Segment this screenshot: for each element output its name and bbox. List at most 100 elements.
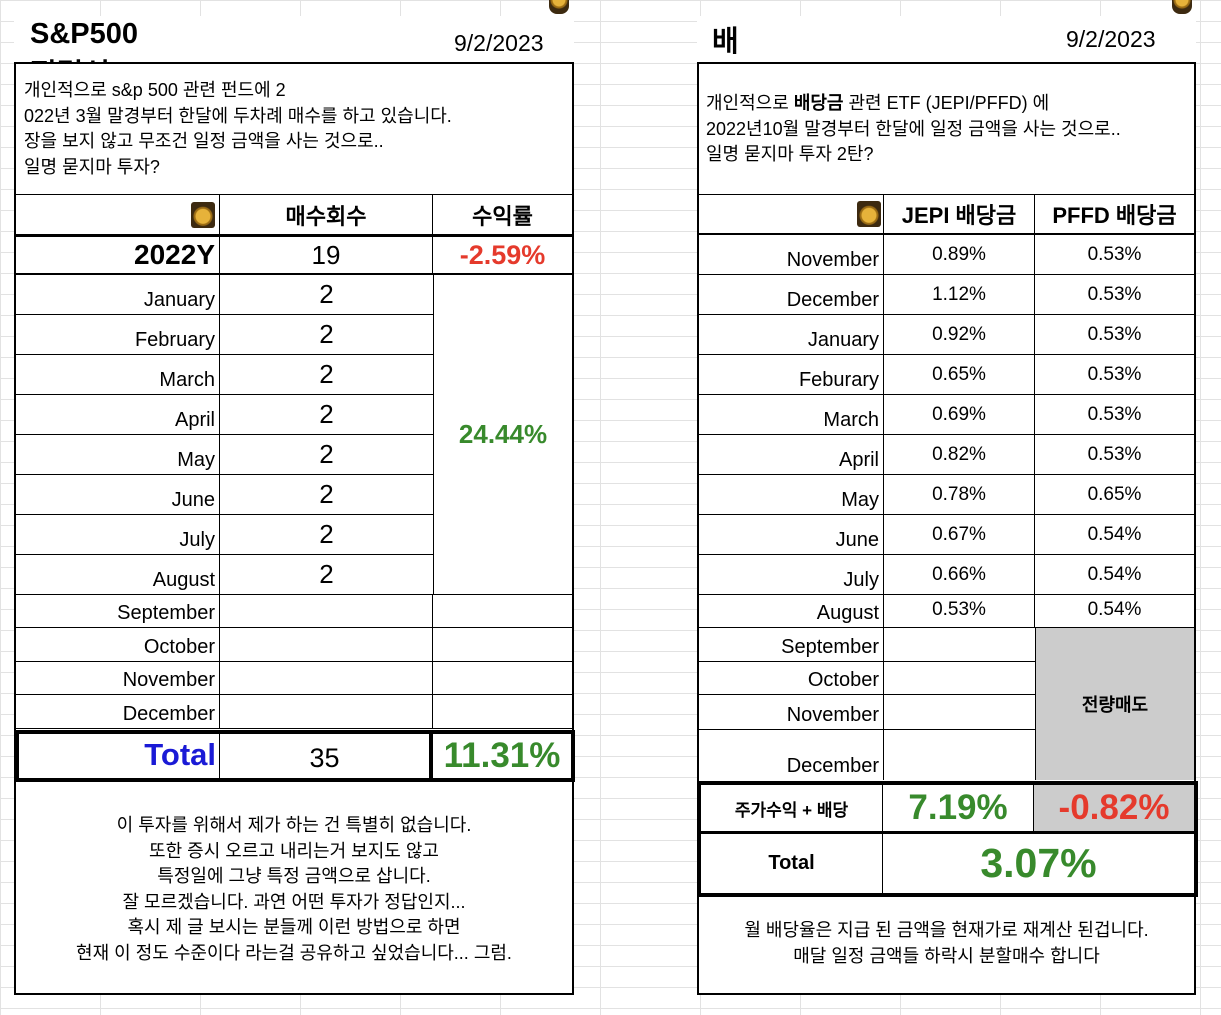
month-label: January	[699, 315, 884, 354]
month-label: December	[16, 695, 220, 728]
header-icon-cell	[699, 195, 884, 233]
month-row: August 2	[16, 555, 433, 595]
coin-icon	[857, 201, 881, 227]
year-label: 2022Y	[16, 237, 220, 273]
jepi-value	[884, 730, 1035, 780]
month-label: March	[699, 395, 884, 434]
sum-pffd: -0.82%	[1034, 785, 1194, 831]
jepi-value	[884, 628, 1035, 661]
month-label: July	[16, 515, 220, 554]
month-label: Feburary	[699, 355, 884, 394]
month-label: November	[16, 662, 220, 694]
sp500-total-row: Total 35 11.31%	[15, 730, 575, 782]
sp500-note-line: 현재 이 정도 수준이다 라는걸 공유하고 싶었습니다... 그럼.	[76, 942, 512, 963]
month-label: August	[16, 555, 220, 594]
year-return: -2.59%	[459, 239, 546, 270]
month-label: December	[699, 730, 884, 780]
pffd-value: 0.54%	[1087, 563, 1142, 585]
month-row: September	[16, 595, 572, 628]
month-count: 2	[319, 479, 334, 509]
total-label: Total	[19, 734, 220, 778]
jepi-value	[884, 662, 1035, 694]
dividend-month-row: Feburary 0.65% 0.53%	[699, 355, 1194, 395]
jepi-value: 0.67%	[884, 515, 1035, 554]
header-icon-cell	[16, 195, 220, 234]
month-row: April 2	[16, 395, 433, 435]
month-count: 2	[319, 359, 334, 389]
pffd-value: 0.54%	[1087, 523, 1142, 545]
col-header-return: 수익률	[472, 203, 533, 229]
dividend-intro-bold: 배당금	[793, 93, 844, 113]
dividend-intro-box: 개인적으로 배당금 관련 ETF (JEPI/PFFD) 에 2022년10월 …	[697, 62, 1196, 195]
pffd-value: 0.53%	[1087, 363, 1142, 385]
dividend-summary-box: 주가수익 + 배당 7.19% -0.82% Total 3.07%	[697, 781, 1198, 897]
month-row: June 2	[16, 475, 433, 515]
coin-icon	[191, 201, 215, 228]
month-count: 2	[319, 319, 334, 349]
dividend-date: 9/2/2023	[1066, 26, 1156, 52]
month-label: May	[16, 435, 220, 474]
dividend-intro-line: 일명 묻지마 투자 2탄?	[706, 144, 874, 164]
dividend-month-row: October	[699, 662, 1035, 695]
sp500-note-line: 또한 증시 오르고 내리는거 보지도 않고	[149, 840, 439, 861]
sum-jepi: 7.19%	[883, 785, 1034, 831]
jepi-value: 0.92%	[884, 315, 1035, 354]
month-count: 2	[319, 399, 334, 429]
dividend-month-row: March 0.69% 0.53%	[699, 395, 1194, 435]
sp500-table: 매수회수 수익률 2022Y 19 -2.59% January 2 Febru…	[14, 195, 574, 782]
month-count	[220, 662, 433, 694]
jepi-value: 0.69%	[884, 395, 1035, 434]
month-return	[433, 628, 572, 661]
sp500-note-line: 혹시 제 글 보시는 분들께 이런 방법으로 하면	[127, 917, 461, 937]
jepi-value: 1.12%	[884, 275, 1035, 314]
pffd-value: 0.53%	[1087, 283, 1142, 305]
pffd-value: 0.53%	[1087, 443, 1142, 465]
col-header-pffd: PFFD 배당금	[1052, 203, 1177, 228]
month-label: October	[699, 662, 884, 694]
month-row: May 2	[16, 435, 433, 475]
month-row: October	[16, 628, 572, 662]
dividend-month-row: August 0.53% 0.54%	[699, 595, 1194, 628]
sp500-note-line: 잘 모르겠습니다. 과연 어떤 투자가 정답인지...	[122, 891, 466, 912]
dividend-month-row: November	[699, 695, 1035, 730]
month-label: June	[16, 475, 220, 514]
dividend-month-row: June 0.67% 0.54%	[699, 515, 1194, 555]
jepi-value: 0.53%	[884, 595, 1035, 627]
month-row: January 2	[16, 275, 433, 315]
dividend-month-row: November 0.89% 0.53%	[699, 235, 1194, 275]
month-label: June	[699, 515, 884, 554]
dividend-intro-line: 개인적으로 배당금 관련 ETF (JEPI/PFFD) 에	[706, 91, 1194, 117]
month-return	[433, 595, 572, 627]
total-return: 11.31%	[443, 736, 561, 775]
month-label: September	[16, 595, 220, 627]
jepi-value: 0.78%	[884, 475, 1035, 514]
dividend-intro-pre: 개인적으로	[706, 93, 794, 113]
dividend-total-label: Total	[701, 834, 883, 893]
sp500-intro-line: 장을 보지 않고 무조건 일정 금액을 사는 것으로..	[24, 131, 384, 151]
dividend-intro-post: 관련 ETF (JEPI/PFFD) 에	[843, 93, 1050, 113]
col-header-count: 매수회수	[220, 195, 433, 234]
month-count: 2	[319, 559, 334, 589]
month-label: October	[16, 628, 220, 661]
month-row: December	[16, 695, 572, 729]
dividend-total-value: 3.07%	[980, 840, 1097, 886]
dividend-month-row: December	[699, 730, 1035, 780]
month-label: January	[16, 275, 220, 314]
dividend-intro-line: 2022년10월 말경부터 한달에 일정 금액을 사는 것으로..	[706, 118, 1121, 139]
month-label: July	[699, 555, 884, 594]
year-row: 2022Y 19 -2.59%	[16, 235, 572, 275]
month-count: 2	[319, 279, 334, 309]
sp500-header-row: 매수회수 수익률	[16, 195, 572, 235]
sp500-date: 9/2/2023	[454, 30, 544, 56]
month-count	[220, 628, 433, 661]
month-label: November	[699, 695, 884, 729]
total-count: 35	[220, 734, 433, 778]
month-count	[220, 695, 433, 728]
dividend-month-row: December 1.12% 0.53%	[699, 275, 1194, 315]
dividend-month-row: July 0.66% 0.54%	[699, 555, 1194, 595]
month-label: April	[699, 435, 884, 474]
jepi-value: 0.66%	[884, 555, 1035, 594]
month-label: March	[16, 355, 220, 394]
pffd-value: 0.54%	[1087, 599, 1142, 620]
sp500-note-box: 이 투자를 위해서 제가 하는 건 특별히 없습니다. 또한 증시 오르고 내리…	[14, 782, 574, 995]
